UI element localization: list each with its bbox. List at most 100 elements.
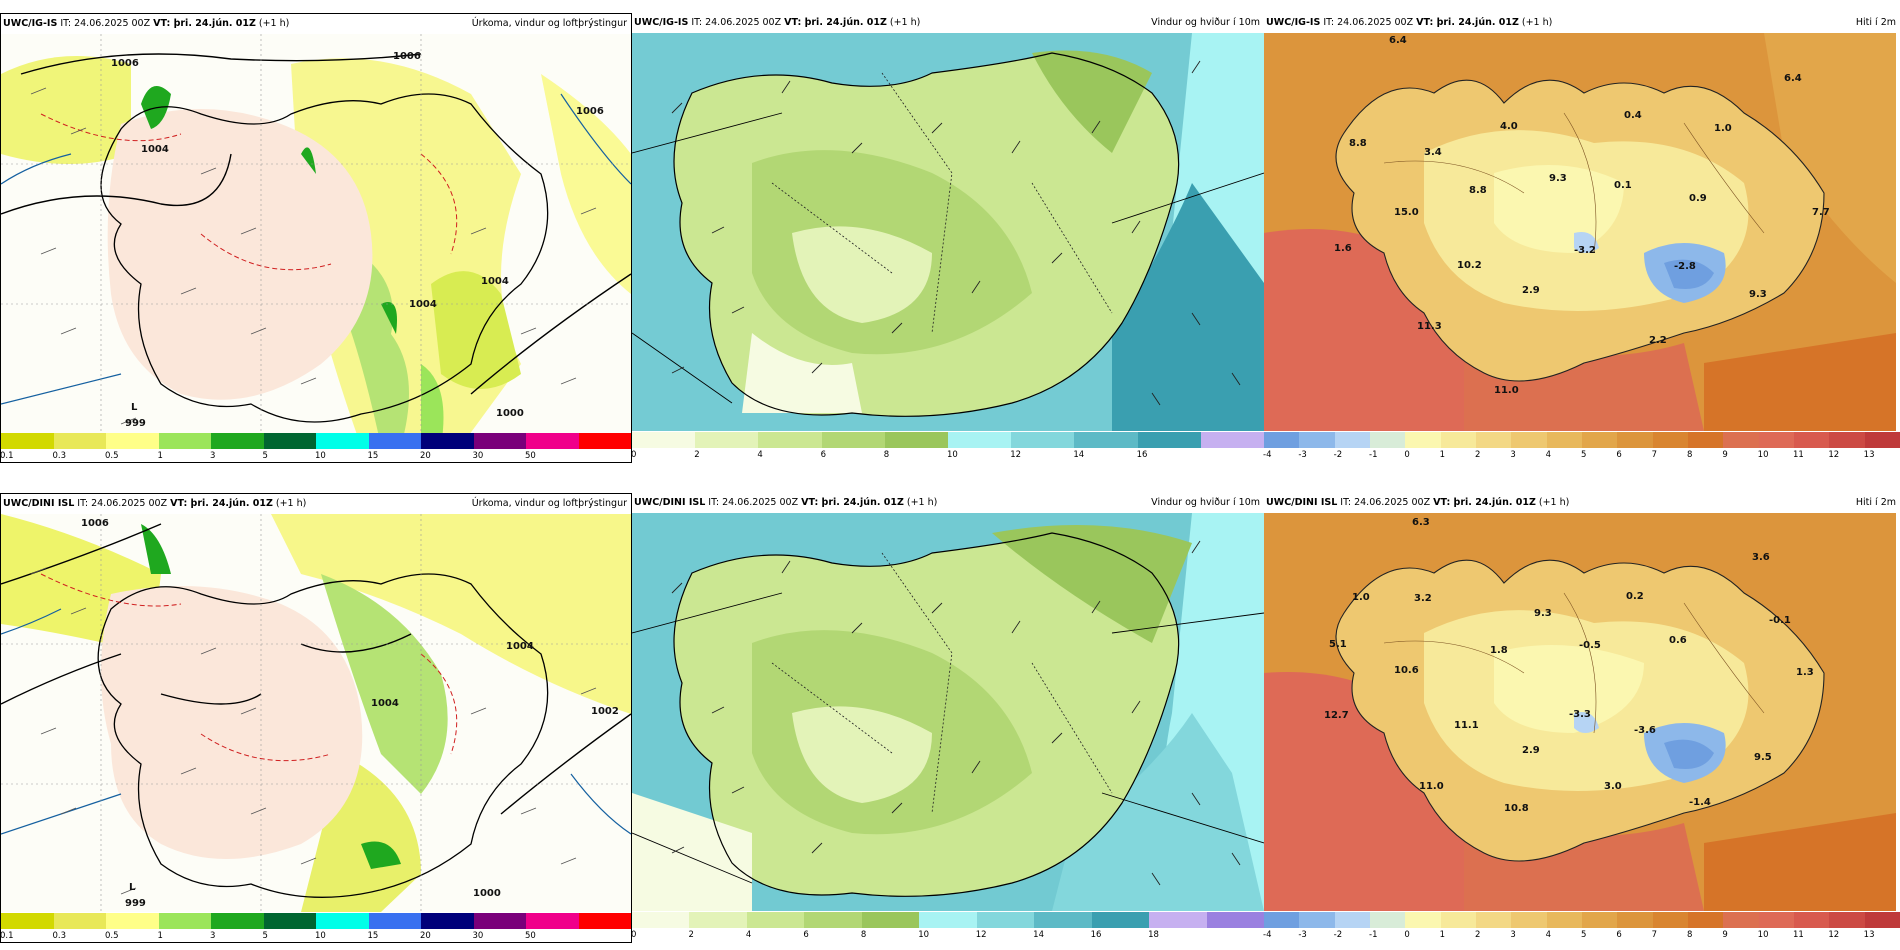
colorbar-tick-label: 10 [918,930,930,940]
colorbar-segment [1264,432,1300,448]
precip-colorbar [1,433,632,449]
colorbar-tick-label: 2 [694,450,700,460]
colorbar-tick-label: 8 [1687,450,1693,460]
model-name: UWC/IG-IS [1266,17,1321,28]
colorbar-tick-label: 0.1 [0,451,14,461]
colorbar-segment [1617,432,1653,448]
panel-title: Úrkoma, vindur og loftþrýstingur [471,18,627,29]
temp-map: 6.3 1.0 3.2 9.3 0.2 3.6 5.1 1.8 -0.5 0.6… [1264,513,1900,911]
colorbar-segment [526,433,579,449]
colorbar-segment [1405,432,1441,448]
temp-value: 4.0 [1500,121,1518,132]
temp-value: 8.8 [1349,138,1367,149]
colorbar-segment [1794,912,1830,928]
valid-time: þri. 24.jún. 01Z [1433,17,1519,28]
colorbar-tick-label: 4 [757,450,763,460]
temp-value: 10.6 [1394,665,1419,676]
colorbar-segment [1440,432,1477,448]
valid-time: þri. 24.jún. 01Z [170,18,256,29]
colorbar-tick-label: 10 [315,451,326,461]
colorbar-segment [1149,912,1207,928]
colorbar-segment [368,433,422,449]
colorbar-segment [368,913,422,929]
temp-value: 6.4 [1389,35,1407,46]
colorbar-segment [1200,432,1265,448]
temp-value: 2.9 [1522,285,1540,296]
colorbar-tick-label: -3 [1298,450,1307,460]
colorbar-segment [526,913,579,929]
model-name: UWC/IG-IS [3,18,58,29]
colorbar-segment [421,433,474,449]
temp-value: 9.3 [1549,173,1567,184]
colorbar-tick-label: 4 [745,930,752,940]
temp-value: 2.9 [1522,745,1540,756]
precip-colorbar-ticks: 0.1 0.3 0.5 1 3 5 10 15 20 30 50 [0,451,631,463]
colorbar-segment [632,432,696,448]
colorbar-tick-label: 3 [210,451,216,461]
temp-value: 0.2 [1626,591,1644,602]
colorbar-segment [1794,432,1830,448]
colorbar-segment [1864,912,1900,928]
colorbar-tick-label: -4 [1263,930,1272,940]
colorbar-segment [1,913,54,929]
lead-time: (+1 h) [1518,17,1553,28]
precip-panel-row2: UWC/DINI ISL IT: 24.06.2025 00Z VT: þri.… [0,493,632,943]
isobar-label: 1004 [506,641,534,652]
temp-map: 6.4 8.8 3.4 4.0 9.3 0.4 1.0 6.4 8.8 15.0… [1264,33,1900,431]
temp-value: 6.3 [1412,517,1430,528]
temp-value: -2.8 [1674,261,1696,272]
precip-map: 1006 1004 1004 1002 1000 L 999 [1,514,631,912]
temp-value: 1.6 [1334,243,1352,254]
wind-colorbar [632,912,1265,928]
precip-colorbar-ticks: 0.1 0.3 0.5 1 3 5 10 15 20 30 50 [0,931,631,943]
colorbar-segment [1688,912,1724,928]
init-time: IT: 24.06.2025 00Z [705,497,802,508]
colorbar-segment [1582,912,1618,928]
wind-colorbar-ticks: 0 2 4 6 8 10 12 14 16 18 [631,930,1264,942]
colorbar-segment [1829,912,1865,928]
colorbar-tick-label: 2 [1475,930,1481,940]
temp-colorbar-ticks: -4 -3 -2 -1 0 1 2 3 4 5 6 7 8 9 10 11 12 13 [1263,450,1900,462]
temp-value: -0.1 [1769,615,1791,626]
colorbar-tick-label: 7 [1651,450,1658,460]
colorbar-tick-label: 5 [262,451,268,461]
colorbar-tick-label: 8 [860,930,867,940]
valid-time: þri. 24.jún. 01Z [1450,497,1536,508]
panel-header: UWC/IG-IS IT: 24.06.2025 00Z VT: þri. 24… [1,14,631,34]
temp-value: -1.4 [1689,797,1711,808]
precip-map: 1006 1006 1004 1004 1004 1006 1000 L 999 [1,34,631,446]
model-name: UWC/IG-IS [634,17,689,28]
temp-value: 0.6 [1669,635,1687,646]
temp-value: 1.0 [1714,123,1732,134]
valid-time-label: VT: [1416,17,1434,28]
isobar-label: 1004 [141,144,169,155]
temp-value: -3.2 [1574,245,1596,256]
panel-header: UWC/DINI ISL IT: 24.06.2025 00Z VT: þri.… [1,494,631,514]
colorbar-tick-label: 1 [157,931,163,941]
temp-value: 1.0 [1352,592,1370,603]
colorbar-tick-label: -1 [1369,450,1378,460]
colorbar-tick-label: -1 [1369,930,1378,940]
temp-colorbar [1264,432,1900,448]
colorbar-tick-label: 12 [1010,450,1022,460]
temp-value: 3.2 [1414,593,1432,604]
temp-value: 5.1 [1329,639,1347,650]
colorbar-segment [1652,912,1689,928]
colorbar-tick-label: 4 [1545,450,1552,460]
wind-colorbar [632,432,1265,448]
colorbar-segment [158,433,212,449]
colorbar-tick-label: 3 [1510,450,1516,460]
temp-colorbar [1264,912,1900,928]
valid-time-label: VT: [784,17,802,28]
isobar-label: 1004 [371,698,399,709]
temp-value: -0.5 [1579,640,1601,651]
colorbar-segment [689,912,748,928]
init-time: IT: 24.06.2025 00Z [1320,17,1417,28]
isobar-label: 1006 [111,58,139,69]
colorbar-segment [1758,912,1795,928]
valid-time-label: VT: [153,18,171,29]
colorbar-tick-label: 1 [157,451,163,461]
low-pressure-value: 999 [125,898,146,909]
colorbar-tick-label: -3 [1298,930,1307,940]
colorbar-segment [578,913,632,929]
